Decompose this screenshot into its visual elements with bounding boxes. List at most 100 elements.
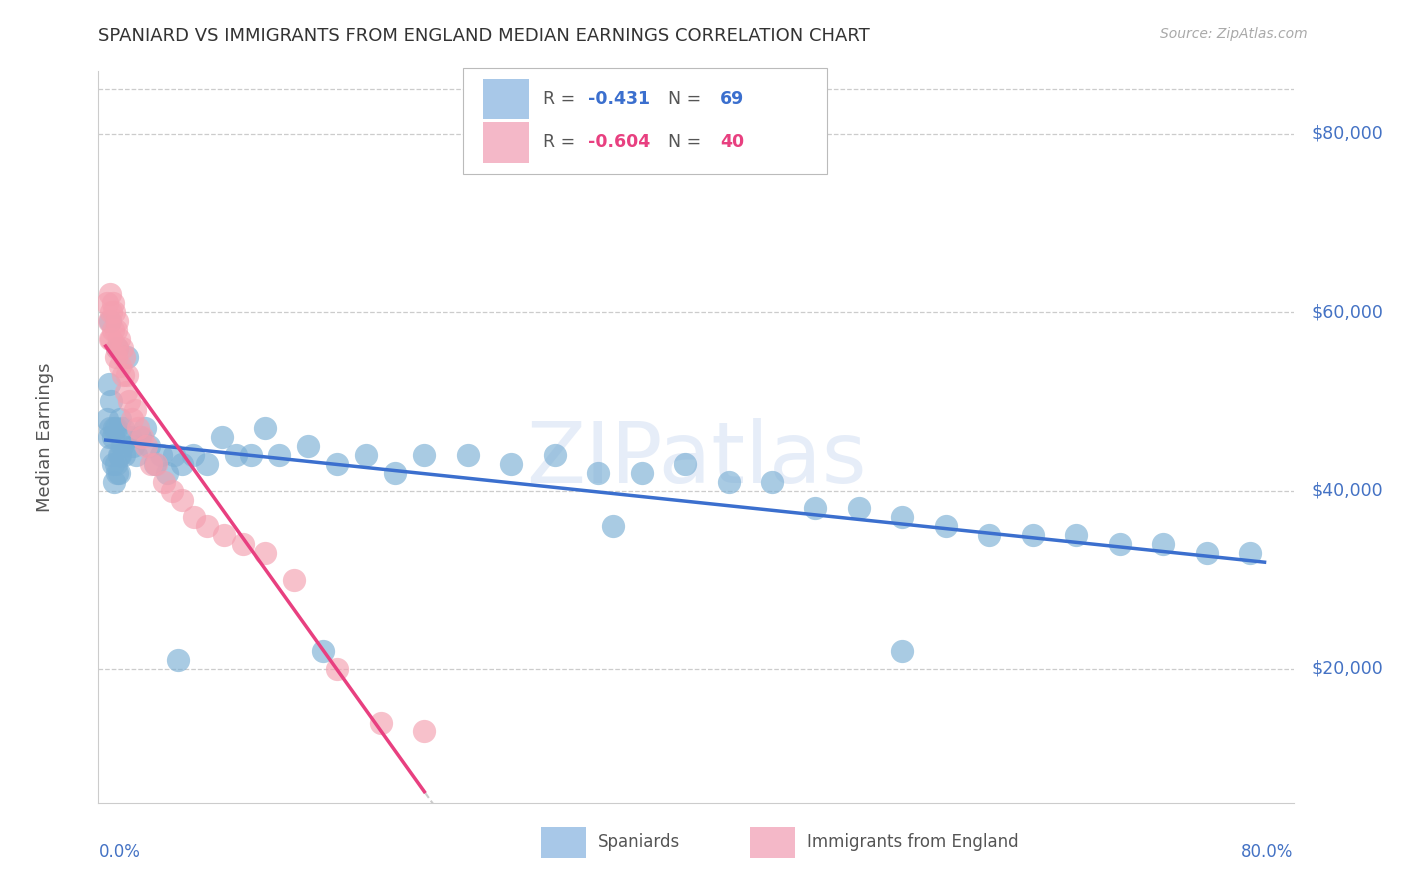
Text: $80,000: $80,000 bbox=[1312, 125, 1384, 143]
Point bbox=[114, 448, 136, 462]
Point bbox=[101, 430, 124, 444]
Point bbox=[115, 385, 138, 400]
Text: ZIPatlas: ZIPatlas bbox=[526, 417, 866, 500]
Point bbox=[253, 421, 276, 435]
FancyBboxPatch shape bbox=[749, 827, 796, 858]
Point bbox=[717, 475, 740, 489]
Point bbox=[100, 332, 122, 346]
Point bbox=[97, 314, 120, 328]
Point bbox=[98, 287, 121, 301]
FancyBboxPatch shape bbox=[463, 68, 827, 174]
Point bbox=[544, 448, 567, 462]
Point bbox=[152, 475, 174, 489]
Point bbox=[1239, 546, 1261, 560]
Point bbox=[269, 448, 291, 462]
Point bbox=[891, 644, 914, 658]
Point bbox=[195, 519, 218, 533]
Point bbox=[167, 653, 190, 667]
Point bbox=[120, 430, 142, 444]
Text: R =: R = bbox=[543, 134, 581, 152]
Point bbox=[101, 457, 124, 471]
Point bbox=[101, 296, 124, 310]
Point bbox=[107, 332, 129, 346]
Point bbox=[172, 457, 194, 471]
Text: N =: N = bbox=[657, 134, 706, 152]
Point bbox=[127, 421, 149, 435]
FancyBboxPatch shape bbox=[541, 827, 586, 858]
Text: 80.0%: 80.0% bbox=[1241, 843, 1294, 861]
Point bbox=[673, 457, 696, 471]
Text: N =: N = bbox=[657, 90, 706, 108]
Point bbox=[143, 457, 166, 471]
Point bbox=[413, 448, 436, 462]
Text: $40,000: $40,000 bbox=[1312, 482, 1384, 500]
Point bbox=[118, 394, 141, 409]
Point bbox=[1152, 537, 1174, 551]
FancyBboxPatch shape bbox=[484, 122, 529, 162]
Point bbox=[108, 412, 131, 426]
Text: 0.0%: 0.0% bbox=[98, 843, 141, 861]
Point bbox=[110, 439, 132, 453]
Point bbox=[122, 439, 145, 453]
Point bbox=[101, 323, 124, 337]
Point bbox=[107, 466, 129, 480]
Text: Median Earnings: Median Earnings bbox=[35, 362, 53, 512]
Point bbox=[413, 724, 436, 739]
Point bbox=[162, 483, 184, 498]
Text: 69: 69 bbox=[720, 90, 744, 108]
Point bbox=[125, 448, 148, 462]
Point bbox=[100, 448, 122, 462]
Point bbox=[105, 466, 128, 480]
Point bbox=[181, 448, 204, 462]
Point bbox=[1108, 537, 1130, 551]
Point bbox=[283, 573, 305, 587]
Point bbox=[891, 510, 914, 524]
Point bbox=[1064, 528, 1087, 542]
Point bbox=[103, 421, 125, 435]
Point bbox=[145, 457, 167, 471]
Point bbox=[172, 492, 194, 507]
Point bbox=[326, 662, 349, 676]
Point bbox=[96, 412, 118, 426]
Point bbox=[232, 537, 254, 551]
Point bbox=[104, 323, 127, 337]
Point bbox=[370, 715, 392, 730]
Point bbox=[211, 430, 233, 444]
Point bbox=[114, 350, 136, 364]
Point bbox=[117, 350, 139, 364]
Point bbox=[149, 448, 172, 462]
Text: Immigrants from England: Immigrants from England bbox=[807, 833, 1019, 851]
Point bbox=[761, 475, 783, 489]
Text: -0.431: -0.431 bbox=[589, 90, 651, 108]
Point bbox=[121, 412, 143, 426]
Point bbox=[979, 528, 1001, 542]
Point bbox=[96, 296, 118, 310]
Text: 40: 40 bbox=[720, 134, 744, 152]
Point bbox=[98, 314, 121, 328]
Point bbox=[195, 457, 218, 471]
Point bbox=[105, 341, 128, 355]
Text: $20,000: $20,000 bbox=[1312, 660, 1384, 678]
Point bbox=[103, 475, 125, 489]
Point bbox=[155, 466, 177, 480]
Point bbox=[326, 457, 349, 471]
Point bbox=[110, 341, 132, 355]
Point bbox=[163, 448, 186, 462]
Point bbox=[108, 448, 131, 462]
Point bbox=[134, 421, 156, 435]
Point bbox=[848, 501, 870, 516]
Point bbox=[602, 519, 624, 533]
Point bbox=[239, 448, 262, 462]
Point bbox=[103, 305, 125, 319]
Point bbox=[586, 466, 609, 480]
Point bbox=[104, 457, 127, 471]
Point bbox=[117, 368, 139, 382]
Text: Spaniards: Spaniards bbox=[598, 833, 681, 851]
Point bbox=[135, 439, 157, 453]
Point bbox=[98, 332, 121, 346]
Point bbox=[112, 421, 135, 435]
Point bbox=[100, 305, 122, 319]
Point bbox=[1195, 546, 1218, 560]
Point bbox=[98, 421, 121, 435]
Point bbox=[312, 644, 335, 658]
